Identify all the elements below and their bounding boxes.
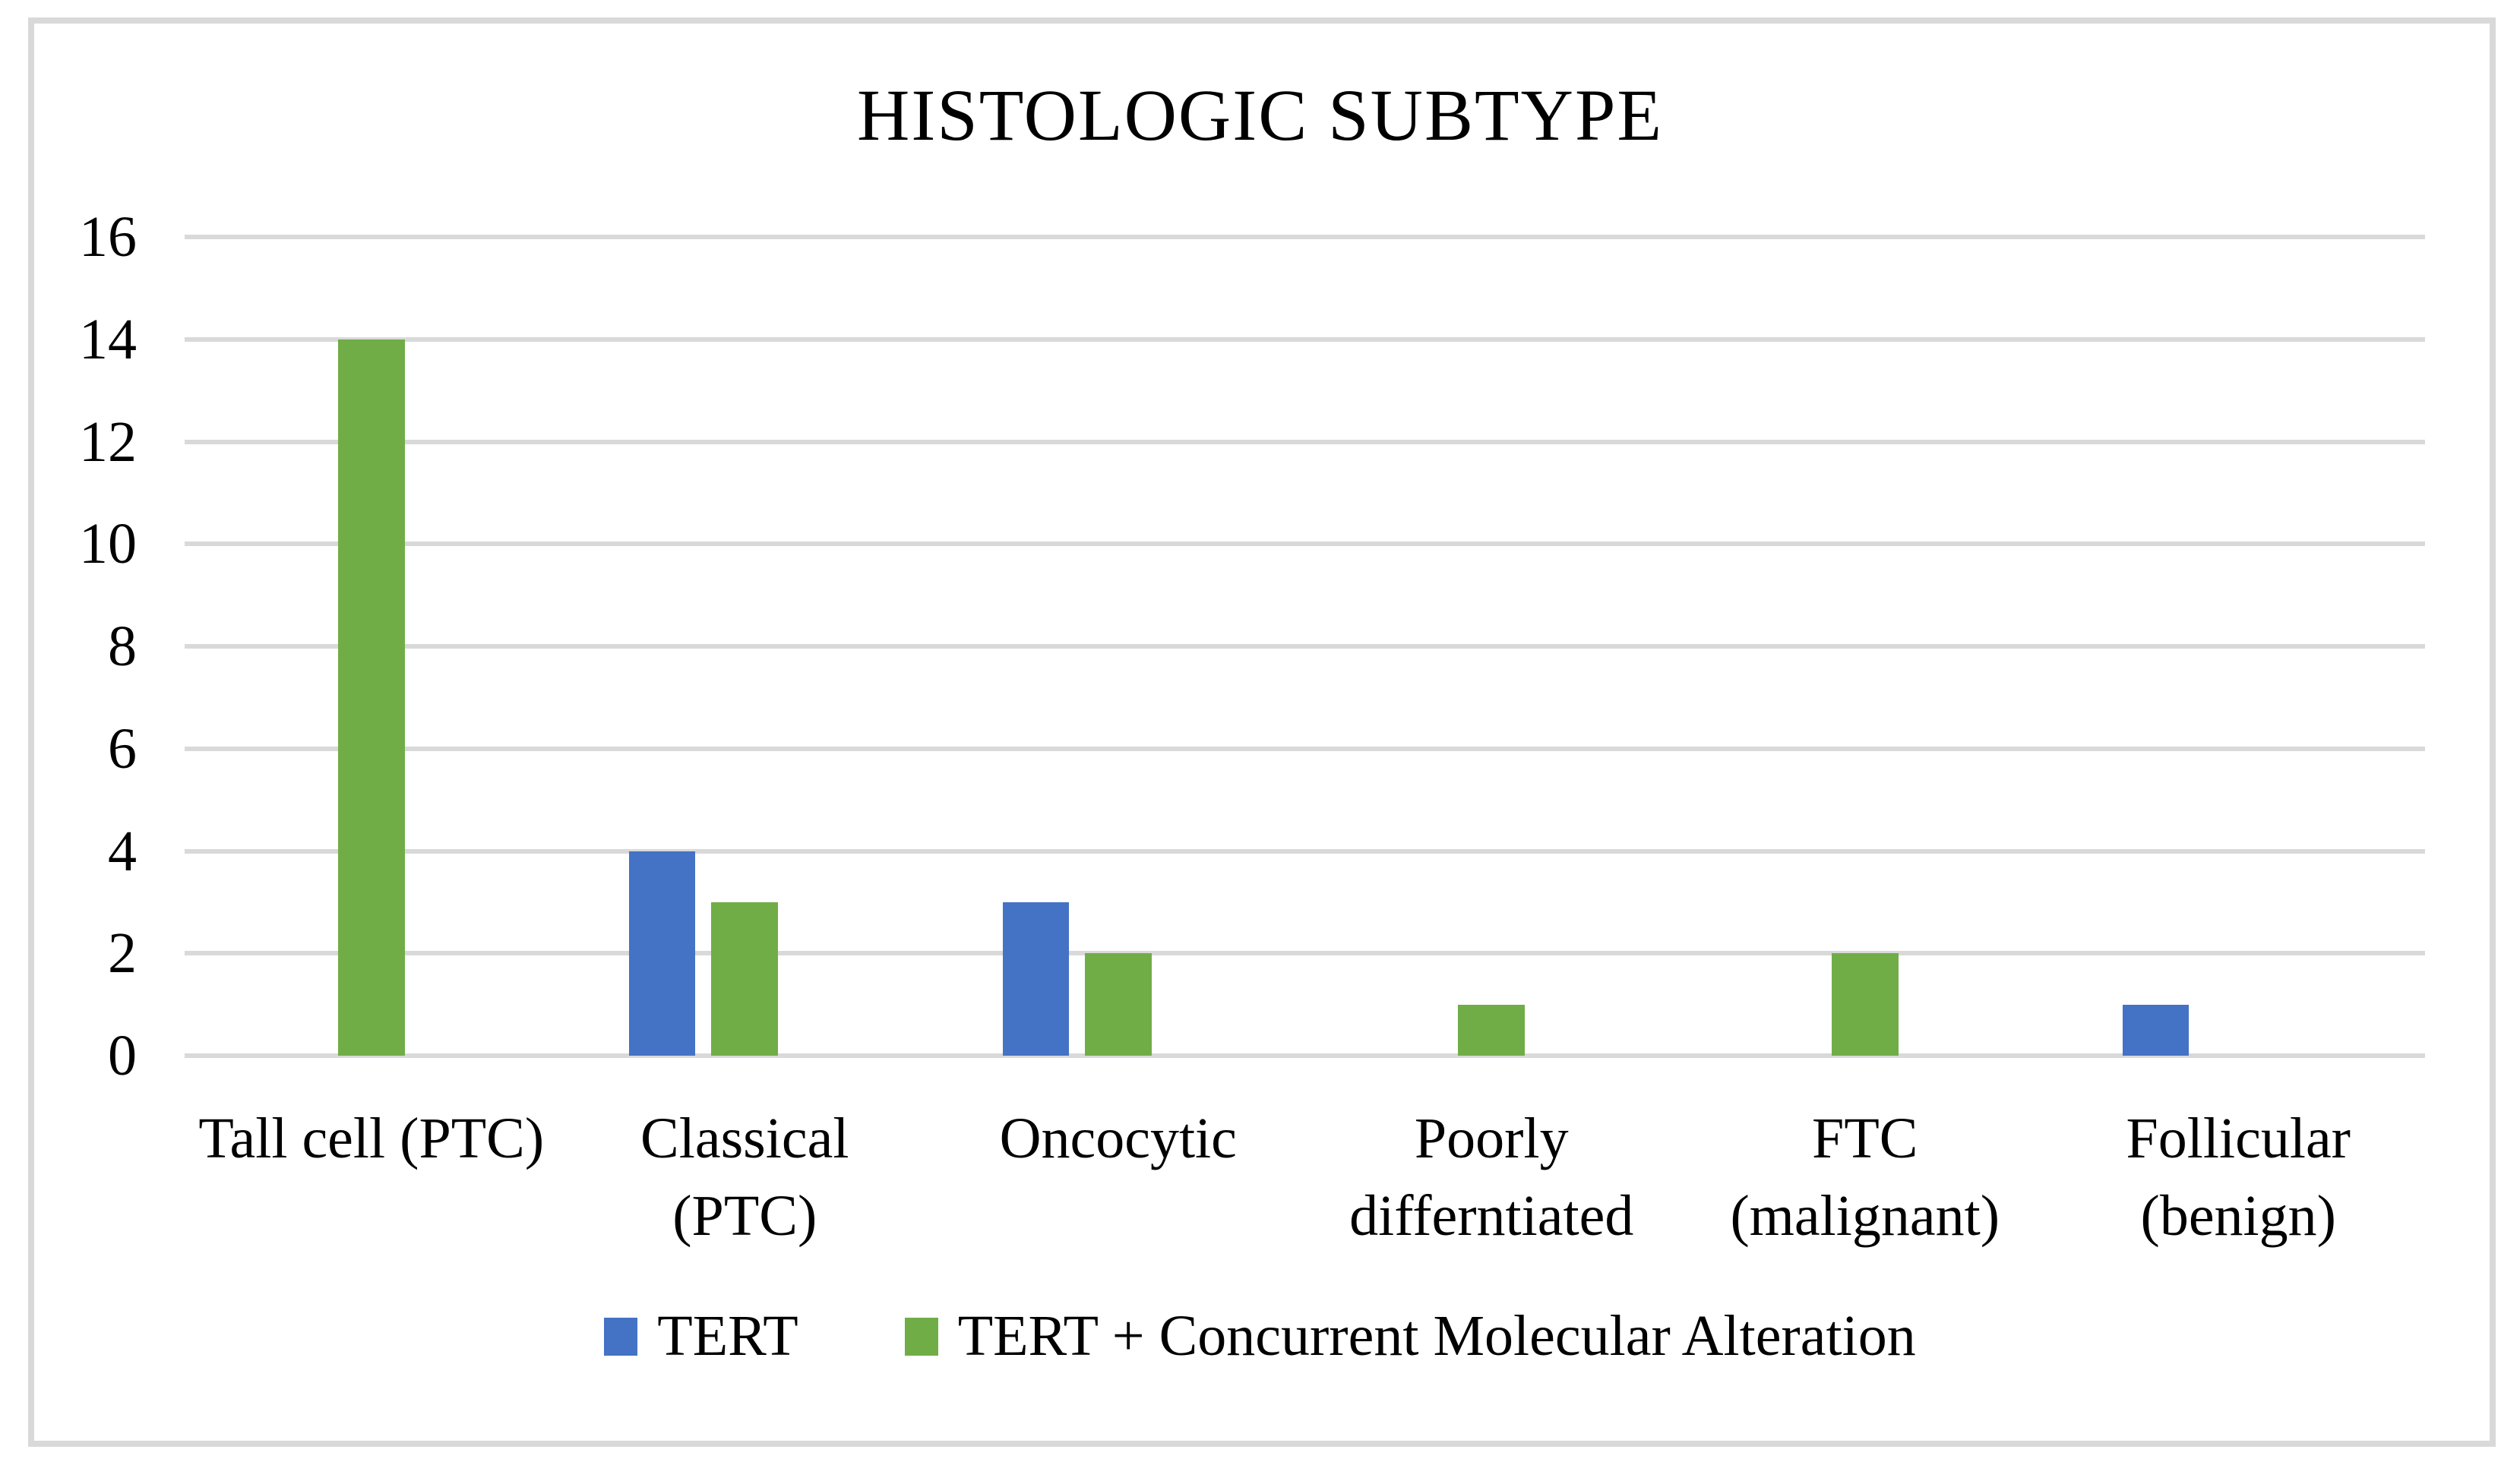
legend: TERT TERT + Concurrent Molecular Alterati… <box>0 1303 2520 1369</box>
gridline-y-4 <box>185 848 2425 854</box>
category-label-line: Classical <box>640 1107 849 1170</box>
plot-area <box>185 235 2425 1058</box>
bar-tert-concurrent-4 <box>1458 1004 1526 1056</box>
bar-tert-concurrent-3 <box>1084 953 1152 1056</box>
category-label-5: FTC (malignant) <box>1678 1100 2052 1255</box>
category-label-line: Oncocytic <box>999 1107 1237 1170</box>
bar-tert-concurrent-2 <box>711 902 779 1056</box>
y-tick-label-12: 12 <box>79 409 137 474</box>
category-label-1: Tall cell (PTC) <box>185 1100 558 1177</box>
legend-label-tert: TERT <box>657 1304 798 1368</box>
gridline-y-6 <box>185 746 2425 751</box>
gridline-y-12 <box>185 439 2425 444</box>
gridline-y-2 <box>185 951 2425 956</box>
legend-label-tert-concurrent: TERT + Concurrent Molecular Alteration <box>957 1304 1916 1368</box>
gridline-y-0 <box>185 1053 2425 1058</box>
category-label-line: (benign) <box>2140 1184 2336 1248</box>
y-tick-label-10: 10 <box>79 512 137 576</box>
y-tick-label-6: 6 <box>108 716 137 781</box>
category-label-line: Poorly <box>1414 1107 1569 1170</box>
y-tick-label-14: 14 <box>79 307 137 371</box>
category-label-line: differntiated <box>1349 1184 1634 1248</box>
y-tick-label-8: 8 <box>108 614 137 678</box>
category-label-line: FTC <box>1812 1107 1918 1170</box>
bar-tert-6 <box>2123 1004 2190 1056</box>
gridline-y-8 <box>185 644 2425 649</box>
legend-item-tert-concurrent: TERT + Concurrent Molecular Alteration <box>904 1303 1916 1369</box>
y-tick-label-4: 4 <box>108 819 137 883</box>
bar-tert-3 <box>1002 902 1069 1056</box>
category-label-4: Poorly differntiated <box>1305 1100 1679 1255</box>
bar-tert-concurrent-5 <box>1831 953 1899 1056</box>
chart-title: HISTOLOGIC SUBTYPE <box>857 74 1663 156</box>
category-label-line: Follicular <box>2126 1107 2351 1170</box>
gridline-y-16 <box>185 235 2425 239</box>
gridline-y-14 <box>185 336 2425 342</box>
category-label-line: Tall cell (PTC) <box>198 1107 545 1170</box>
legend-swatch-tert-concurrent <box>904 1317 938 1356</box>
category-label-line: (malignant) <box>1730 1184 2000 1248</box>
category-label-3: Oncocytic <box>931 1100 1305 1177</box>
category-label-2: Classical (PTC) <box>558 1100 932 1255</box>
y-tick-label-2: 2 <box>108 921 137 986</box>
chart-frame-border <box>28 17 2496 1447</box>
category-label-line: (PTC) <box>672 1184 817 1248</box>
category-label-6: Follicular (benign) <box>2052 1100 2426 1255</box>
y-tick-label-16: 16 <box>79 205 137 269</box>
legend-item-tert: TERT <box>604 1303 798 1369</box>
bar-tert-2 <box>629 851 696 1056</box>
gridline-y-10 <box>185 542 2425 547</box>
bar-tert-concurrent-1 <box>337 339 405 1056</box>
y-tick-label-0: 0 <box>108 1024 137 1088</box>
legend-swatch-tert <box>604 1317 638 1356</box>
